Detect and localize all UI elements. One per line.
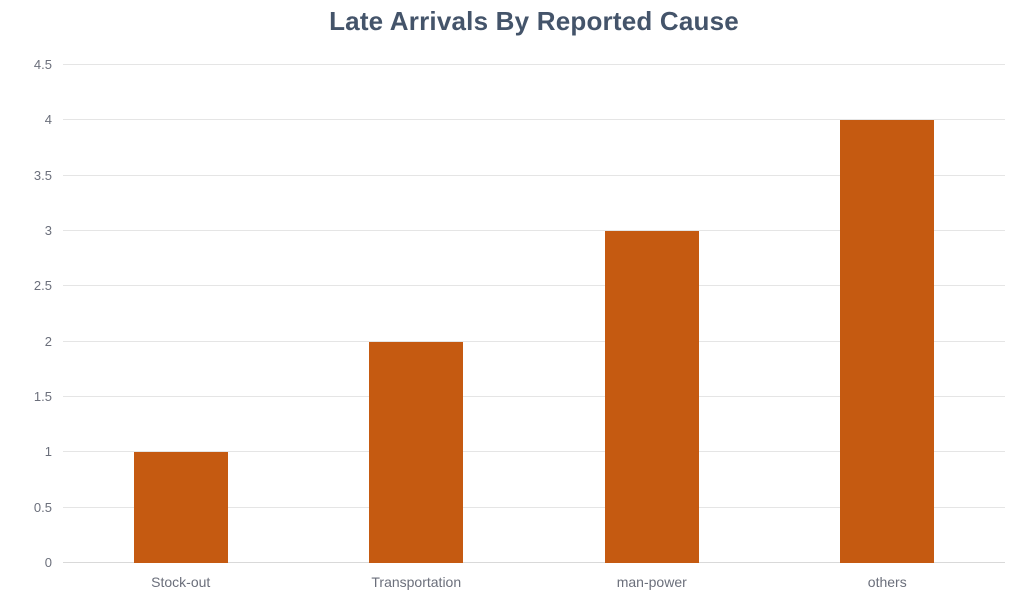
gridline [63,174,1005,176]
y-tick-label: 3.5 [33,167,52,183]
y-tick-label: 0.5 [33,499,52,515]
x-tick-label: Transportation [371,574,462,590]
y-tick-label: 1.5 [33,389,52,404]
x-tick-label: man-power [616,574,687,590]
gridline [63,506,1005,508]
y-tick-label: 3 [44,223,52,238]
y-tick-label: 4 [44,112,52,128]
y-tick-label: 4.5 [33,57,52,72]
y-tick-label: 2.5 [33,278,52,294]
y-tick-label: 2 [44,333,52,349]
bar-stock-out [133,452,228,563]
chart-title: Late Arrivals By Reported Cause [329,6,739,36]
gridline [63,119,1005,121]
bar-man-power [604,231,699,563]
y-tick-label: 1 [44,444,52,460]
gridline [63,396,1005,397]
gridline [63,230,1005,231]
gridline [63,451,1005,453]
x-tick-label: others [867,574,907,590]
x-axis-line [63,562,1005,563]
plot-area [63,64,1005,563]
gridline [63,64,1005,65]
bar-others [840,120,935,563]
gridline [63,285,1005,287]
bar-transportation [369,341,464,563]
gridline [63,340,1005,342]
y-tick-label: 0 [44,555,52,570]
x-tick-label: Stock-out [151,574,211,590]
